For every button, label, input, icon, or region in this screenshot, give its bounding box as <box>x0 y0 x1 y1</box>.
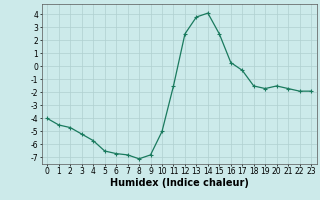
X-axis label: Humidex (Indice chaleur): Humidex (Indice chaleur) <box>110 178 249 188</box>
